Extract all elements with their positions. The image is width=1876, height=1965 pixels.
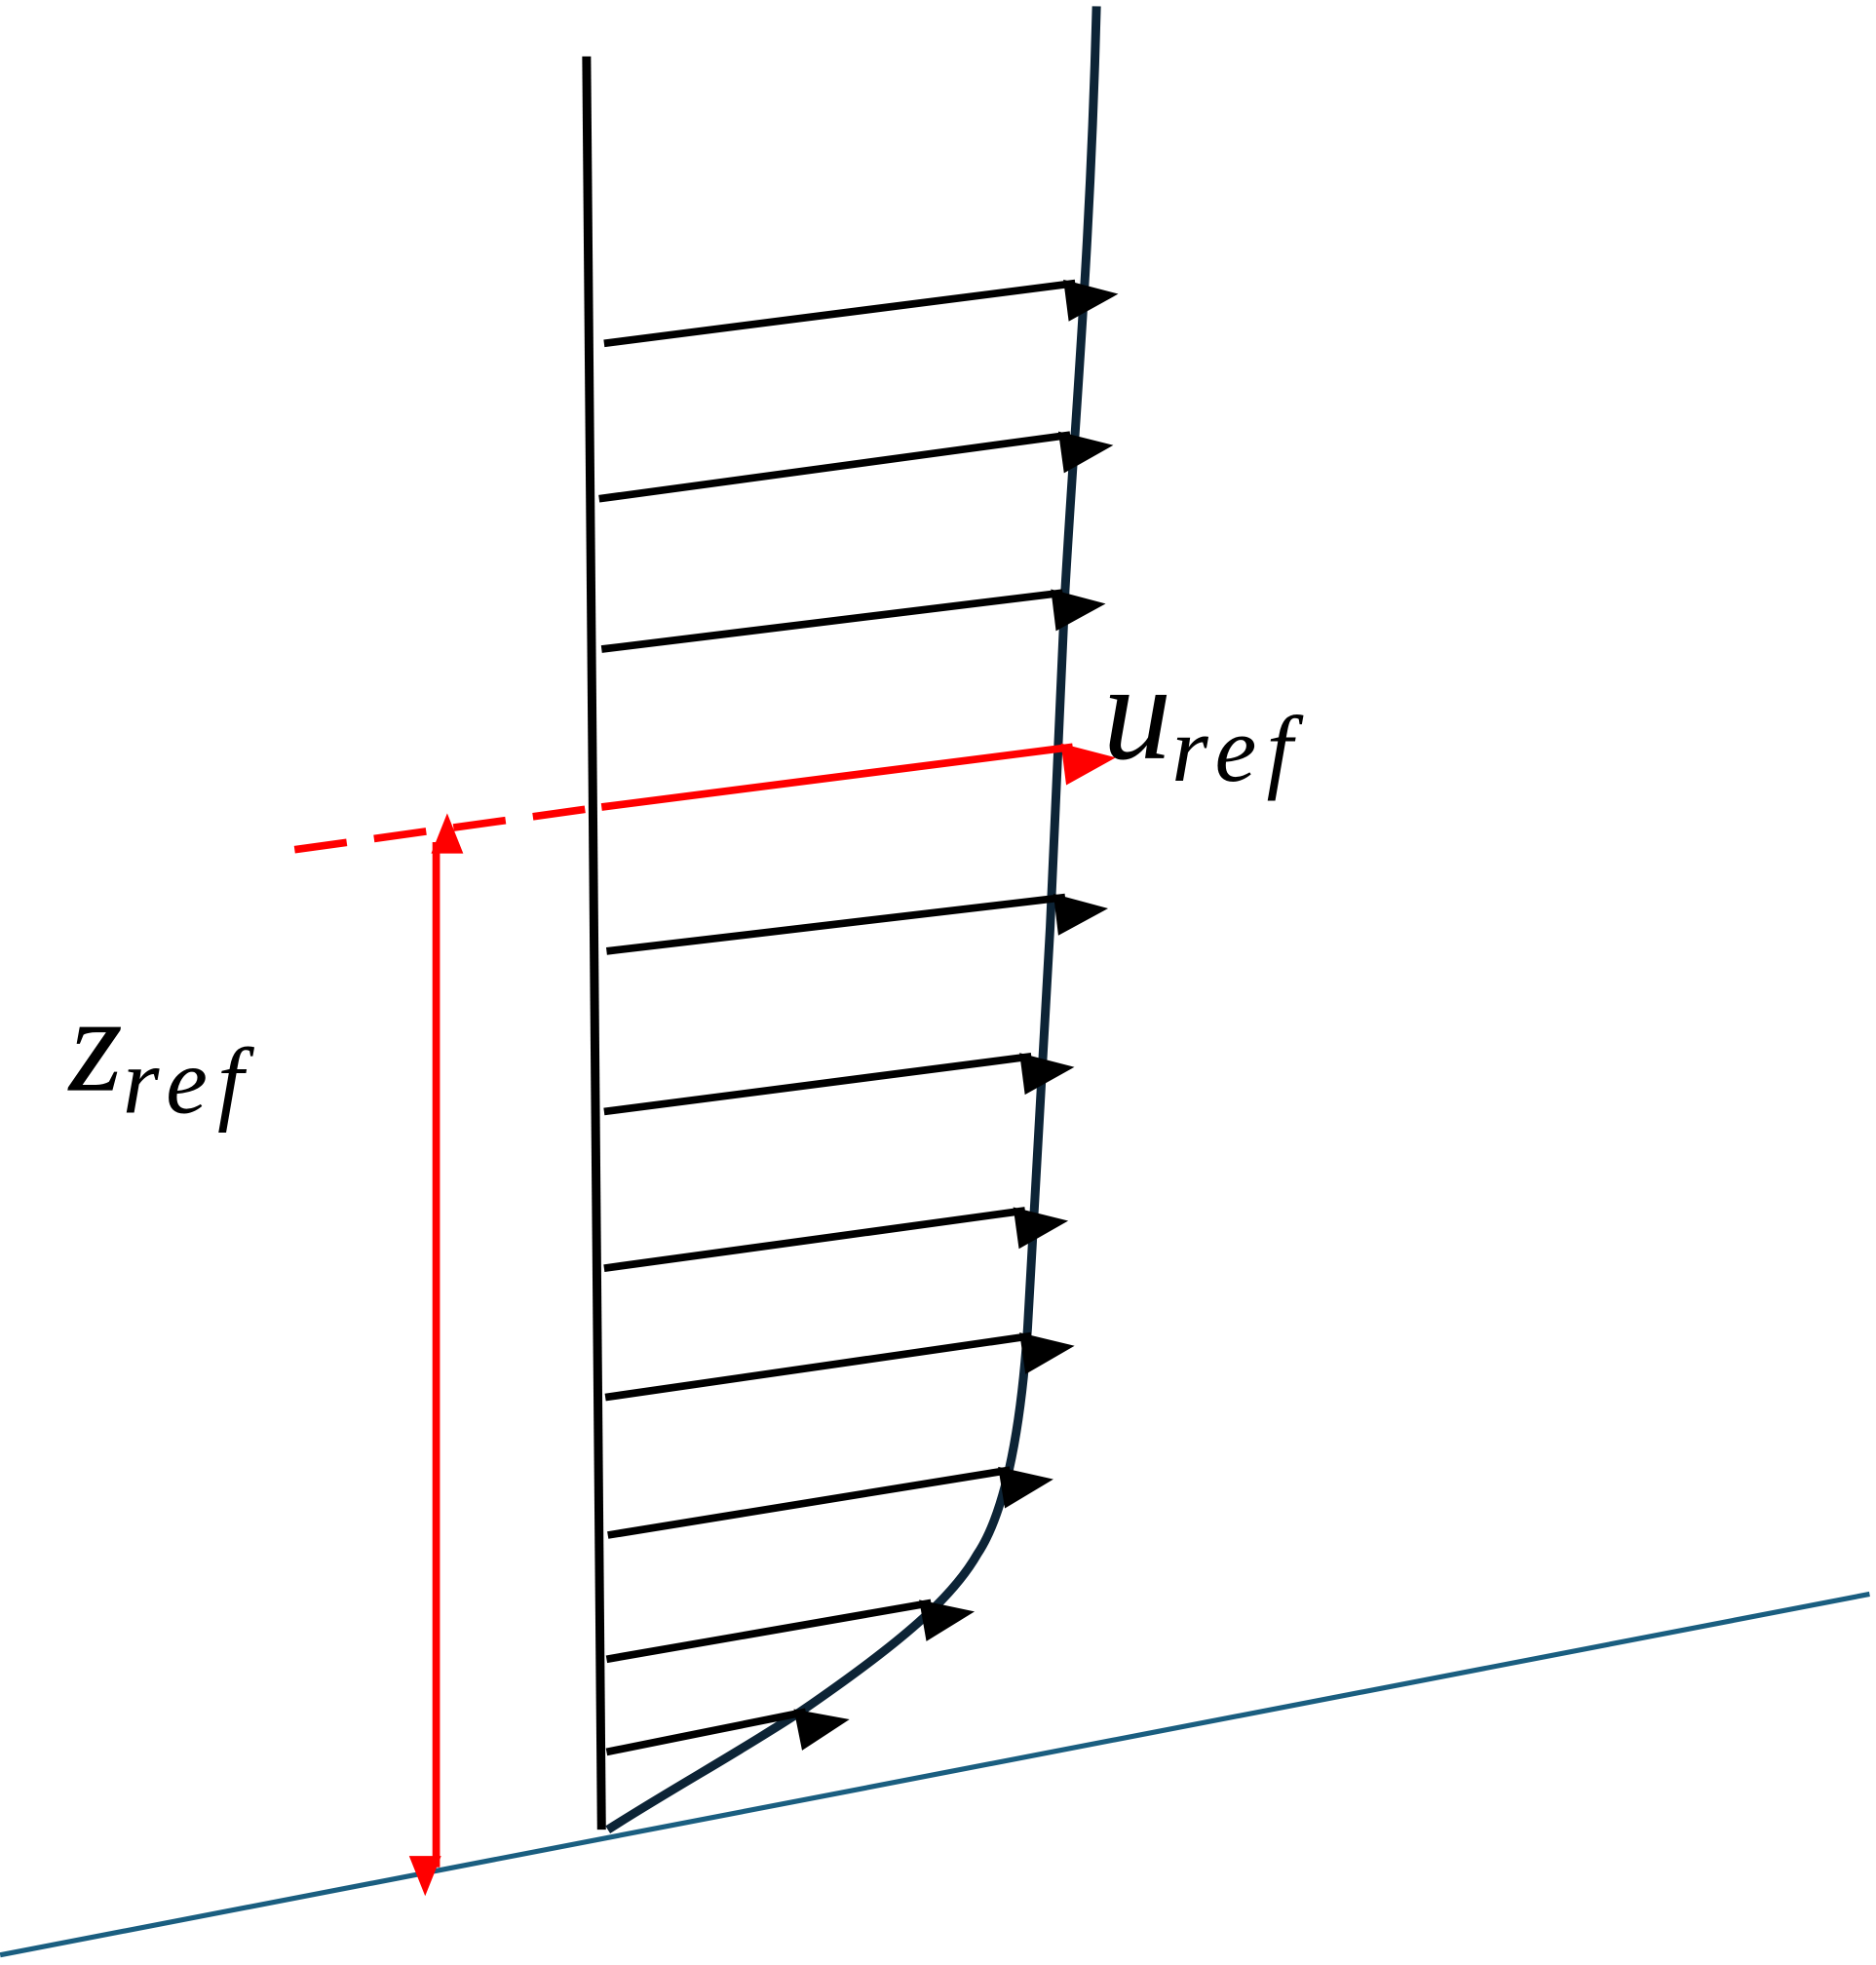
- subscript: ref: [1171, 697, 1303, 801]
- symbol: z: [67, 968, 123, 1121]
- arrow: [603, 1207, 1069, 1272]
- subscript: ref: [123, 1029, 254, 1134]
- reference-dashed: [293, 803, 602, 854]
- profile-curve: [605, 6, 1101, 1833]
- arrow: [605, 893, 1109, 955]
- arrow: [607, 1466, 1053, 1539]
- arrow: [603, 1053, 1075, 1116]
- arrow: [600, 589, 1106, 653]
- arrow: [605, 1599, 976, 1664]
- arrow: [604, 1331, 1075, 1402]
- velocity-arrows: [598, 279, 1119, 1756]
- z-ref-label: zref: [67, 968, 254, 1134]
- arrow: [603, 279, 1119, 348]
- axis: [582, 56, 606, 1830]
- symbol: u: [1103, 636, 1172, 789]
- arrow: [598, 431, 1114, 503]
- arrow: [605, 1708, 850, 1756]
- u-ref-label: uref: [1103, 636, 1304, 801]
- ground: [0, 1591, 1870, 1958]
- reference-arrow: [600, 743, 1116, 811]
